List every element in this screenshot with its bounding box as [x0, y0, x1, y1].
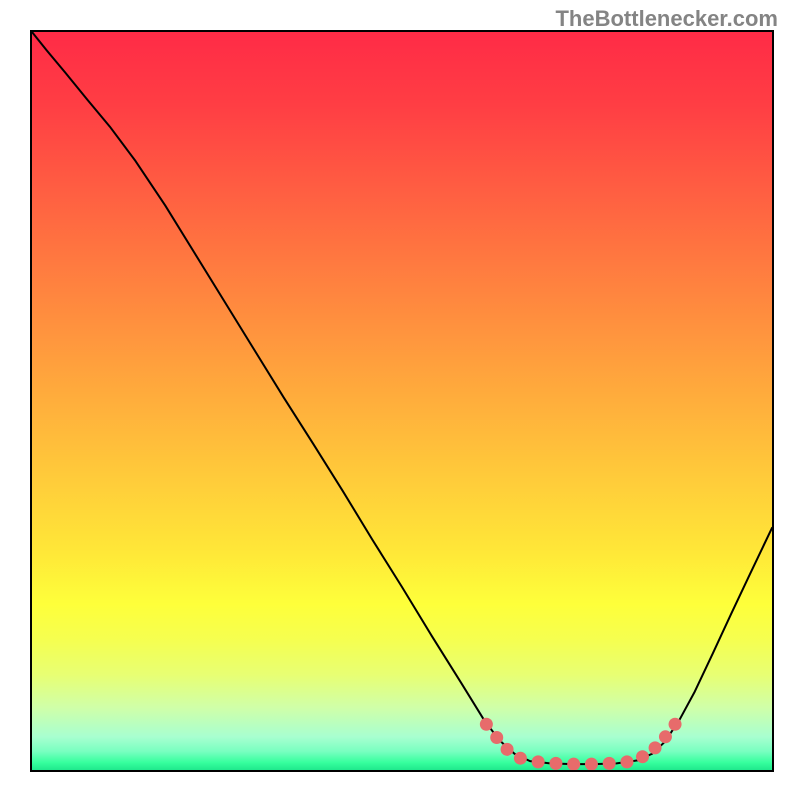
highlight-marker	[501, 743, 514, 756]
highlight-marker	[480, 718, 493, 731]
curve-line	[32, 32, 772, 764]
highlight-marker	[620, 755, 633, 768]
highlight-marker	[603, 757, 616, 770]
highlight-marker	[636, 750, 649, 763]
highlight-marker	[659, 730, 672, 743]
highlight-marker	[549, 757, 562, 770]
dotted-highlight-group	[480, 718, 682, 770]
chart-overlay	[32, 32, 772, 770]
chart-plot-area	[30, 30, 774, 772]
highlight-marker	[532, 755, 545, 768]
highlight-marker	[649, 741, 662, 754]
highlight-marker	[514, 752, 527, 765]
highlight-marker	[669, 718, 682, 731]
watermark-text: TheBottlenecker.com	[555, 6, 778, 32]
highlight-marker	[567, 758, 580, 770]
highlight-marker	[585, 758, 598, 770]
highlight-marker	[490, 731, 503, 744]
